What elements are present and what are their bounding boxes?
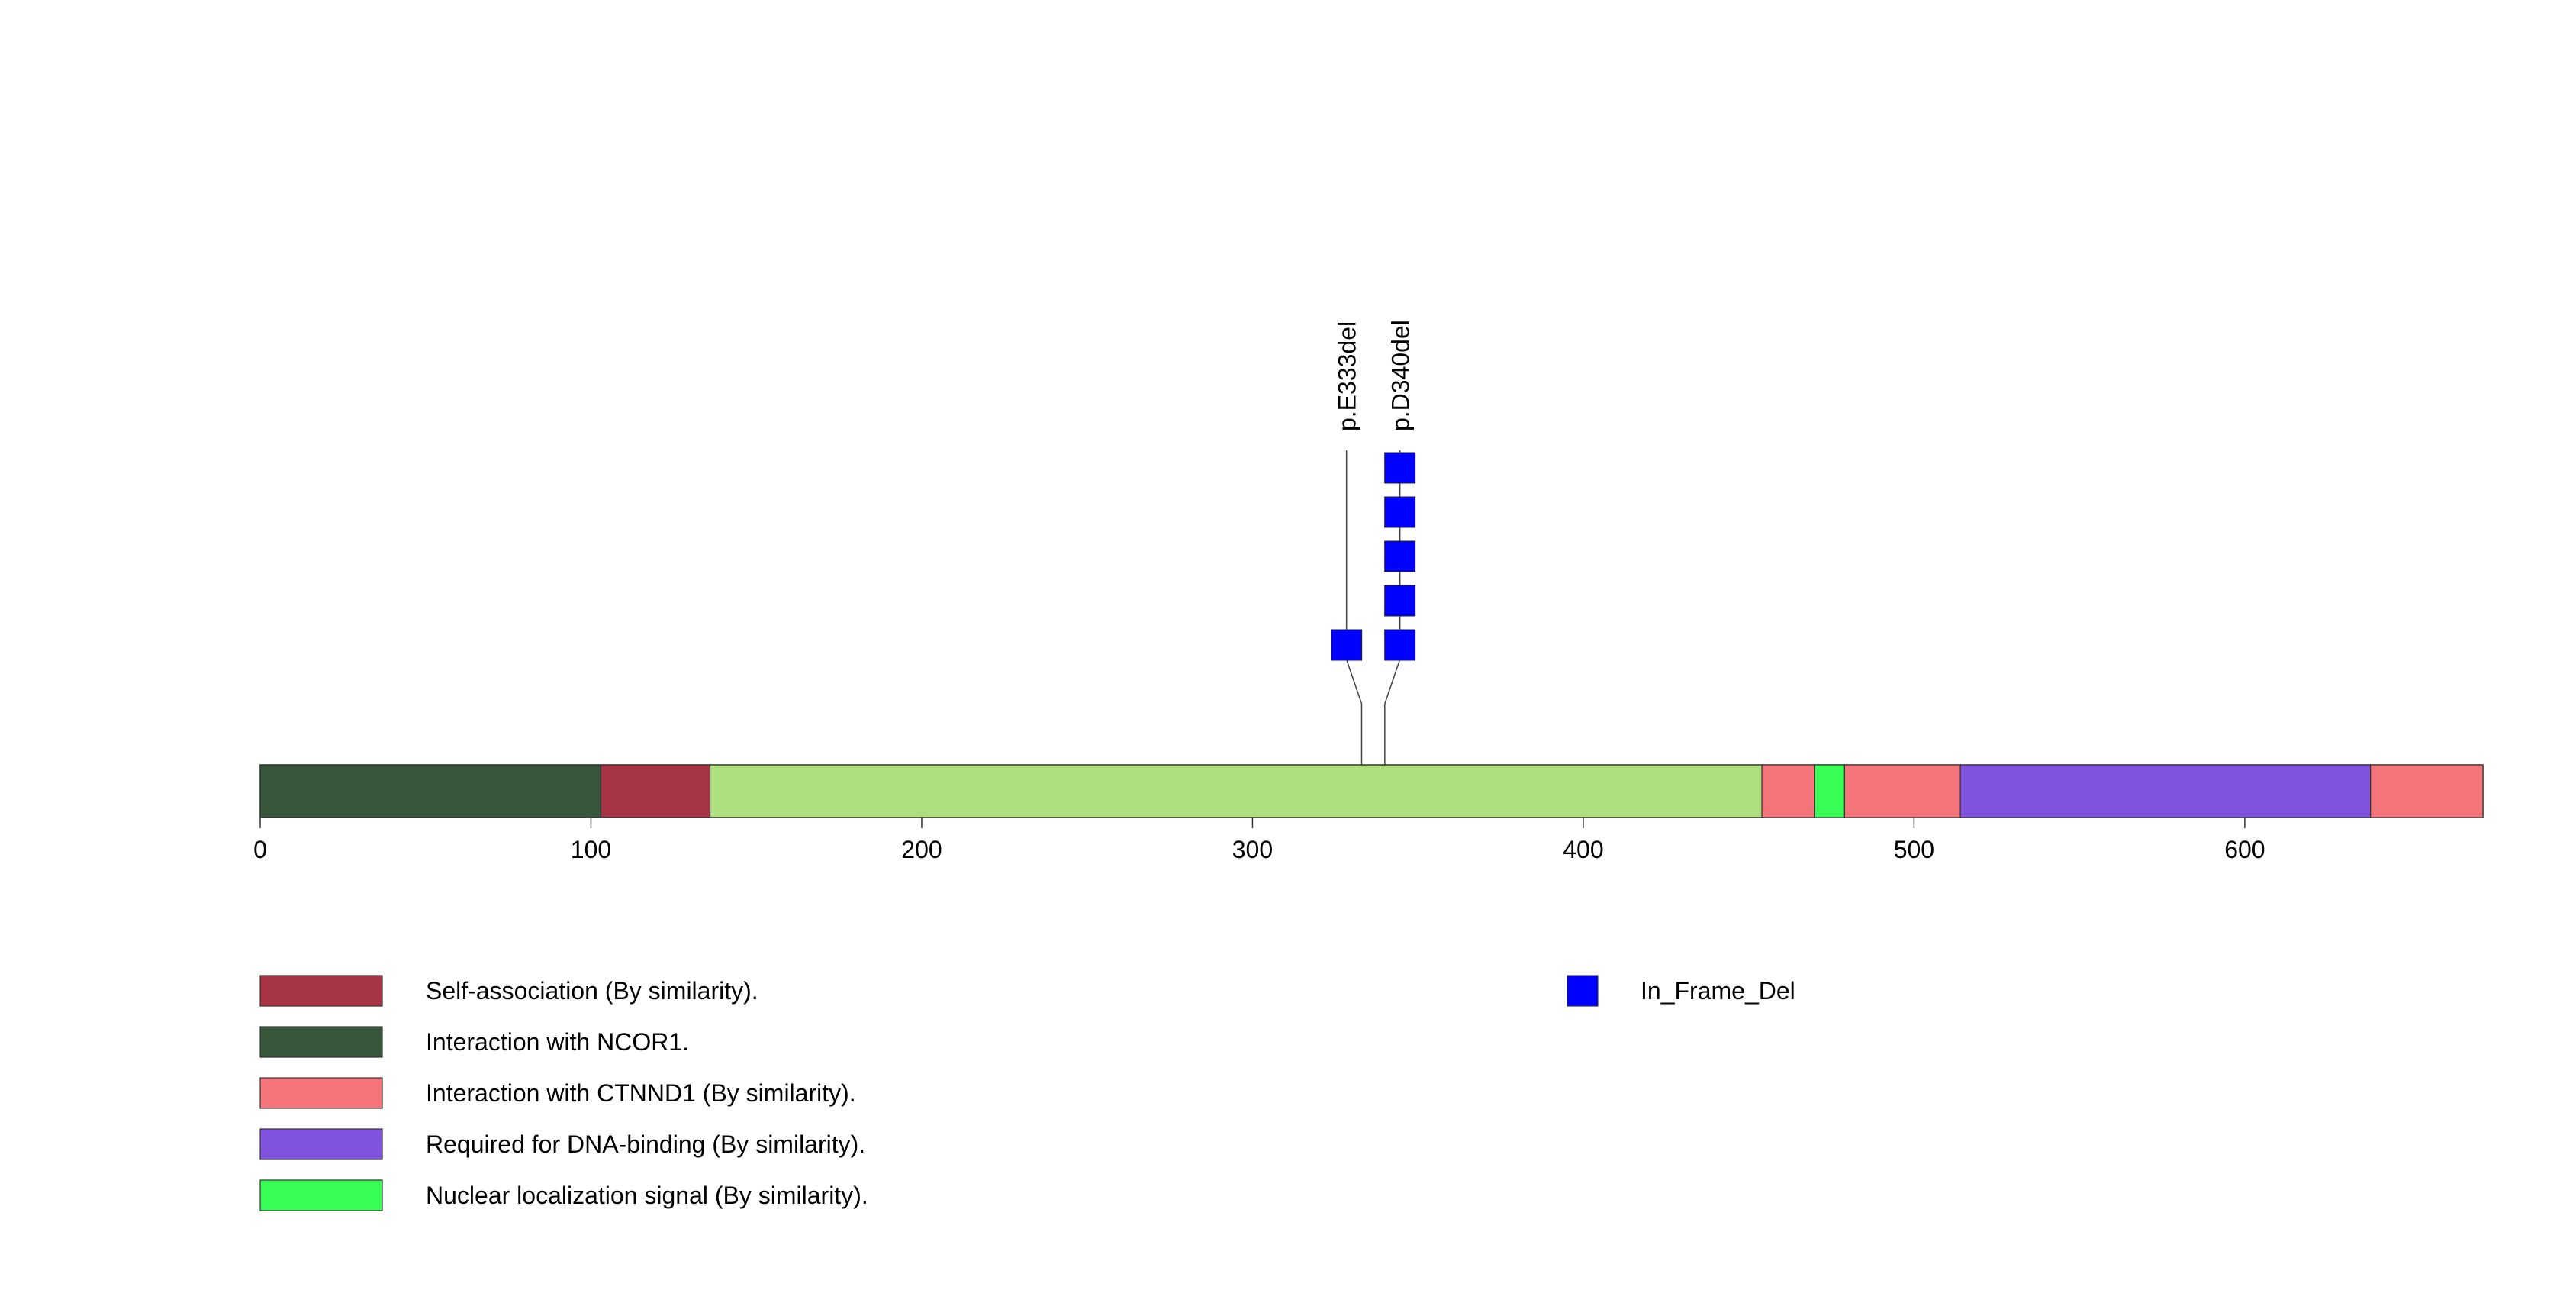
domain-2 — [600, 764, 711, 818]
legend-label-mutation-type-1: In_Frame_Del — [1641, 977, 1795, 1005]
domain-7 — [2370, 764, 2484, 818]
protein-backbone-group — [259, 764, 2484, 818]
mutation-labels: p.E333del p.D340del — [1334, 320, 1415, 431]
domain-5 — [1843, 764, 1961, 818]
domain-3 — [1761, 764, 1815, 818]
legend-label-domain-3: Interaction with CTNND1 (By similarity). — [426, 1079, 856, 1107]
domain-4 — [1814, 764, 1845, 818]
domain-1 — [259, 764, 602, 818]
legend-label-domain-4: Required for DNA-binding (By similarity)… — [426, 1130, 865, 1158]
x-tick-label-300: 300 — [1232, 836, 1273, 863]
legend-swatch-domain-4 — [259, 1128, 383, 1160]
mutation-label-p-e333del: p.E333del — [1334, 321, 1361, 431]
legend-swatch-domain-1 — [259, 975, 383, 1007]
mutation-marker-p-e333del-1 — [1331, 629, 1363, 661]
x-tick-label-100: 100 — [571, 836, 611, 863]
domain-6 — [1959, 764, 2372, 818]
x-tick-label-0: 0 — [253, 836, 267, 863]
x-tick-label-600: 600 — [2224, 836, 2265, 863]
legend: Self-association (By similarity). Interac… — [259, 975, 1795, 1211]
mutation-marker-p-d340del-2 — [1384, 585, 1416, 617]
legend-swatch-mutation-type-1 — [1567, 975, 1599, 1007]
mutation-marker-p-d340del-1 — [1384, 629, 1416, 661]
legend-label-domain-2: Interaction with NCOR1. — [426, 1028, 689, 1056]
lollipop-stem-p-e333del — [1345, 450, 1363, 765]
legend-swatch-domain-3 — [259, 1077, 383, 1109]
mutation-marker-p-d340del-4 — [1384, 496, 1416, 528]
x-tick-label-200: 200 — [901, 836, 942, 863]
legend-swatch-domain-5 — [259, 1179, 383, 1211]
mutation-marker-p-d340del-5 — [1384, 452, 1416, 484]
mutation-marker-p-d340del-3 — [1384, 540, 1416, 572]
legend-label-domain-1: Self-association (By similarity). — [426, 977, 758, 1005]
x-tick-label-400: 400 — [1563, 836, 1603, 863]
legend-swatch-domain-2 — [259, 1026, 383, 1058]
mutation-label-p-d340del: p.D340del — [1387, 320, 1415, 431]
mutation-markers — [1331, 452, 1416, 661]
legend-label-domain-5: Nuclear localization signal (By similari… — [426, 1182, 868, 1209]
x-axis: 0 100 200 300 400 500 600 — [253, 818, 2265, 863]
x-tick-label-500: 500 — [1894, 836, 1934, 863]
